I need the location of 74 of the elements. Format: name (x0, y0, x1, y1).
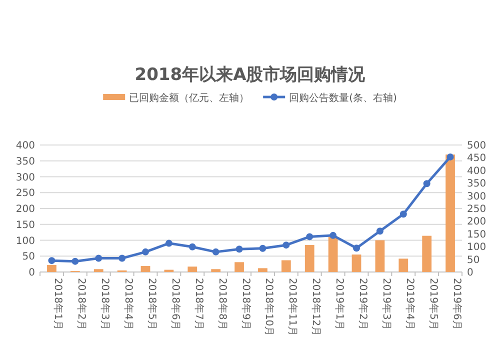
point (188, 243, 196, 250)
x-tick-label: 2018年2月 (76, 278, 88, 330)
y2-tick-label: 150 (467, 229, 486, 240)
bar (94, 269, 104, 272)
point (306, 233, 314, 240)
bar (446, 154, 455, 272)
bar (211, 269, 221, 272)
point (330, 232, 337, 239)
point (423, 180, 430, 188)
x-tick-label: 2018年10月 (263, 278, 276, 336)
y2-tick-label: 350 (467, 178, 486, 190)
point (48, 257, 56, 264)
bar (258, 268, 268, 272)
y-tick-label: 350 (16, 156, 35, 168)
x-tick-label: 2019年6月 (450, 278, 463, 330)
bar (234, 262, 244, 272)
y-tick-label: 300 (16, 172, 35, 184)
x-tick-label: 2019年1月 (334, 278, 346, 330)
x-tick-label: 2019年4月 (404, 278, 416, 330)
bar (140, 266, 150, 272)
legend-label: 回购公告数量(条、右轴) (289, 92, 397, 104)
y-tick-label: 200 (16, 204, 35, 215)
y2-tick-label: 100 (467, 242, 486, 254)
y2-tick-label: 250 (467, 204, 486, 215)
bar (375, 240, 385, 272)
x-tick-label: 2018年8月 (216, 278, 228, 330)
legend-label: 已回购金额（亿元、左轴） (129, 92, 250, 104)
point (376, 228, 384, 235)
point (212, 248, 220, 256)
x-tick-label: 2018年9月 (240, 278, 252, 330)
y2-tick-label: 0 (467, 268, 474, 278)
y-tick-label: 250 (16, 188, 35, 200)
y-tick-label: 100 (16, 236, 35, 247)
x-tick-label: 2018年7月 (192, 278, 205, 330)
point (142, 248, 149, 256)
x-tick-label: 2018年11月 (286, 278, 299, 336)
x-tick-label: 2019年3月 (380, 278, 392, 330)
y2-tick-label: 300 (467, 191, 486, 202)
x-tick-label: 2018年6月 (169, 278, 182, 330)
point (282, 242, 290, 249)
y-tick-label: 150 (16, 220, 35, 231)
x-tick-label: 2018年12月 (310, 278, 322, 336)
y2-tick-label: 200 (467, 216, 486, 228)
bar (352, 254, 362, 272)
point (400, 210, 407, 218)
x-tick-label: 2018年3月 (99, 278, 112, 330)
bar (398, 258, 408, 272)
x-tick-label: 2019年2月 (357, 278, 369, 330)
point (165, 240, 172, 247)
bar (281, 260, 291, 272)
bar (188, 266, 198, 272)
point (446, 153, 454, 160)
point (95, 254, 102, 262)
x-tick-label: 2018年4月 (122, 278, 135, 330)
bar (304, 245, 314, 272)
chart-title: 2018年以来A股市场回购情况 (134, 65, 366, 85)
bar (47, 265, 56, 272)
point (118, 254, 126, 262)
point (353, 244, 360, 252)
bar (328, 236, 338, 272)
x-tick-label: 2018年1月 (52, 278, 64, 330)
y2-tick-label: 50 (467, 254, 480, 266)
bar (422, 236, 432, 272)
point (72, 258, 79, 265)
y-tick-label: 400 (16, 140, 35, 152)
y-tick-label: 50 (22, 252, 35, 263)
y2-tick-label: 450 (467, 153, 486, 164)
point (236, 246, 243, 253)
y2-tick-label: 400 (467, 166, 486, 177)
point (259, 244, 266, 252)
x-tick-label: 2019年5月 (427, 278, 440, 330)
x-tick-label: 2018年5月 (146, 278, 158, 330)
y-tick-label: 0 (28, 268, 35, 278)
y2-tick-label: 500 (467, 140, 486, 152)
